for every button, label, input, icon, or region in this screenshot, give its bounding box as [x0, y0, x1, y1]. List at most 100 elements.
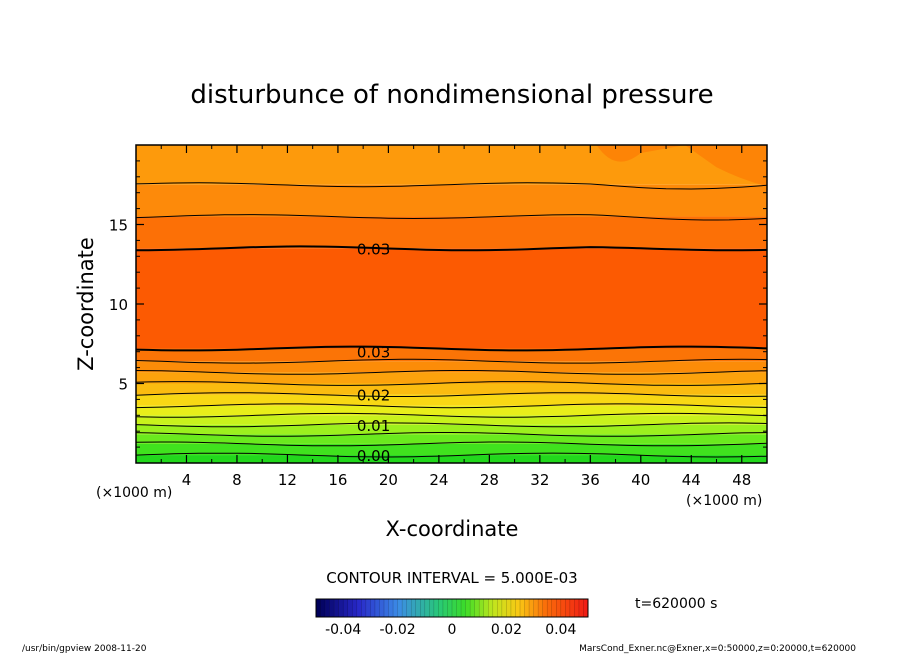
colorbar-segment	[474, 599, 480, 617]
colorbar-segment	[565, 599, 571, 617]
colorbar-segment	[520, 599, 525, 617]
colorbar-segment	[415, 599, 421, 617]
contour-line-5	[135, 403, 768, 409]
colorbar-segment	[560, 599, 566, 617]
colorbar-segment	[479, 599, 485, 617]
x-tick-label: 4	[182, 471, 192, 489]
colorbar-segment	[578, 599, 584, 617]
x-tick-label: 48	[732, 471, 751, 489]
colorbar-segment	[506, 599, 512, 617]
plot-area: 0.030.030.020.010.00 4 8 12 16 20 24 28 32 36 40 4…	[109, 144, 768, 489]
colorbar-segment	[492, 599, 498, 617]
colorbar-segment	[361, 599, 367, 617]
colorbar-segment	[320, 599, 326, 617]
colorbar-segment	[465, 599, 471, 617]
contour-line-11	[135, 245, 768, 252]
colorbar-segment	[411, 599, 417, 617]
colorbar-tick-label: -0.02	[379, 622, 415, 638]
contour-band-11	[136, 248, 767, 349]
colorbar-segment	[438, 599, 444, 617]
colorbar-segment	[461, 599, 466, 617]
contour-band-4	[136, 415, 767, 425]
contour-label: 0.00	[357, 447, 390, 465]
colorbar-segment	[583, 599, 589, 617]
colorbar-segment	[529, 599, 534, 617]
colorbar-segment	[488, 599, 494, 617]
colorbar-segment	[510, 599, 516, 617]
colorbar-segment	[524, 599, 530, 617]
contour-line-9	[135, 358, 768, 364]
contour-label: 0.03	[357, 240, 390, 258]
colorbar-segment	[442, 599, 448, 617]
contour-line-8	[135, 370, 768, 375]
colorbar-tick-label: -0.04	[325, 622, 361, 638]
contour-line-6	[135, 392, 768, 397]
colorbar-segment	[388, 599, 394, 617]
colorbar-segment	[343, 599, 349, 617]
colorbar-segment	[551, 599, 557, 617]
colorbar-segment	[374, 599, 380, 617]
x-tick-label: 40	[631, 471, 650, 489]
x-unit-left-label: (×1000 m)	[96, 485, 172, 501]
x-tick-label: 32	[530, 471, 549, 489]
contour-band-12	[136, 216, 767, 249]
colorbar-segment	[338, 599, 344, 617]
colorbar-segment	[569, 599, 575, 617]
contour-line-7	[135, 381, 768, 386]
contour-line-4	[135, 412, 768, 418]
chart-title: disturbunce of nondimensional pressure	[190, 80, 713, 110]
colorbar-segment	[538, 599, 543, 617]
contour-line-3	[135, 422, 768, 428]
colorbar-segment	[379, 599, 385, 617]
contour-label: 0.01	[357, 417, 390, 435]
colorbar-segment	[470, 599, 475, 617]
contour-band-2	[136, 434, 767, 444]
y-tick-label: 5	[118, 376, 128, 394]
colorbar-segment	[574, 599, 580, 617]
colorbar-segment	[542, 599, 548, 617]
colorbar-tick-label: 0.04	[545, 622, 576, 638]
x-tick-label: 36	[581, 471, 600, 489]
x-tick-label: 12	[278, 471, 297, 489]
colorbar-segment	[556, 599, 562, 617]
colorbar-tick-label: 0	[448, 622, 457, 638]
colorbar-segment	[365, 599, 371, 617]
colorbar-segment	[420, 599, 426, 617]
colorbar-segment	[483, 599, 489, 617]
y-tick-label: 10	[109, 296, 128, 314]
footer-right: MarsCond_Exner.nc@Exner,x=0:50000,z=0:20…	[579, 644, 856, 654]
contour-band-8	[136, 372, 767, 384]
contour-band-peak	[596, 145, 767, 187]
contour-line-12	[135, 214, 768, 221]
colorbar-segment	[352, 599, 358, 617]
colorbar: -0.04 -0.02 0 0.02 0.04	[315, 598, 589, 638]
colorbar-segment	[329, 599, 335, 617]
contour-band-6	[136, 394, 767, 406]
contour-interval-label: CONTOUR INTERVAL = 5.000E-03	[326, 569, 577, 587]
contour-band-0	[136, 455, 767, 463]
contour-band-14	[136, 145, 767, 185]
colorbar-segment	[393, 599, 398, 617]
y-tick-label: 15	[109, 217, 128, 235]
contour-line-1	[135, 441, 768, 447]
x-tick-label: 24	[429, 471, 448, 489]
colorbar-segment	[497, 599, 503, 617]
contour-band-3	[136, 424, 767, 435]
contour-label: 0.03	[357, 344, 390, 362]
colorbar-frame	[315, 598, 589, 618]
contour-lines	[135, 182, 768, 458]
colorbar-segment	[406, 599, 412, 617]
colorbar-segment	[325, 599, 330, 617]
colorbar-segment	[456, 599, 462, 617]
contour-label: 0.02	[357, 387, 390, 405]
x-tick-label: 28	[480, 471, 499, 489]
contour-band-13	[136, 184, 767, 217]
colorbar-segment	[433, 599, 439, 617]
contour-band-1	[136, 443, 767, 456]
contour-line-2	[135, 432, 768, 437]
x-tick-label: 20	[379, 471, 398, 489]
contour-band-5	[136, 405, 767, 416]
colorbar-segment	[402, 599, 407, 617]
